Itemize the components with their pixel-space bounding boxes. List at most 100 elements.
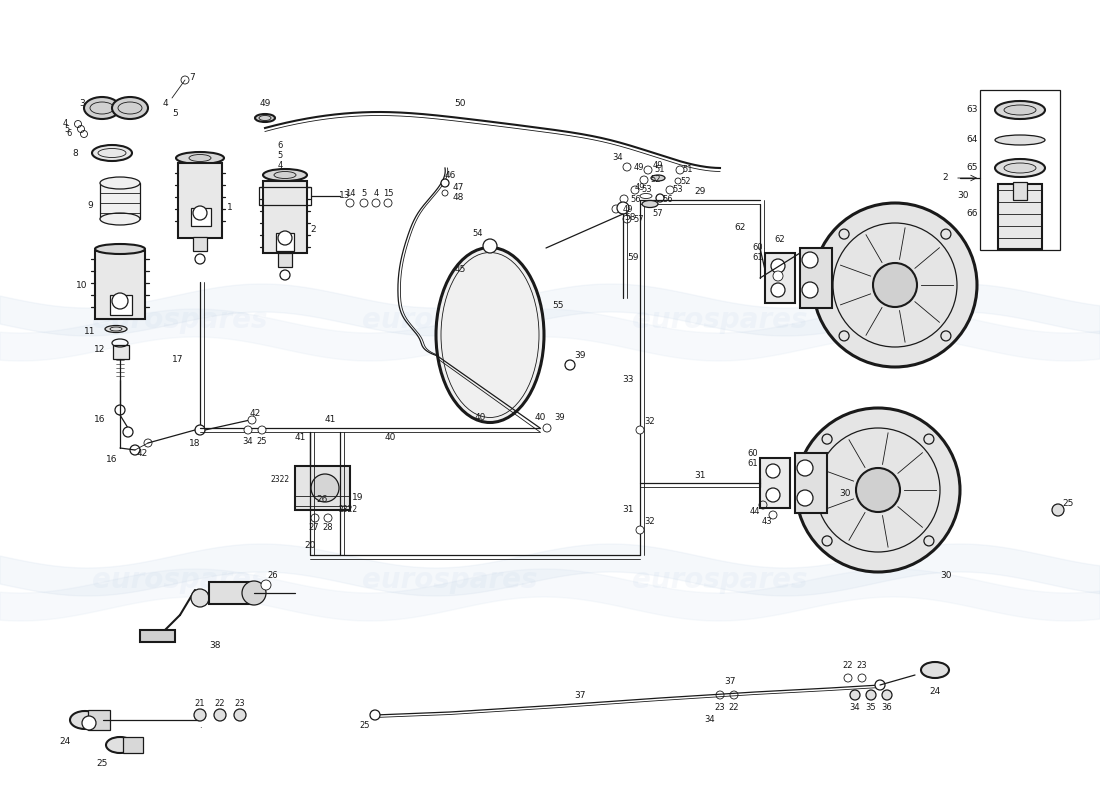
Text: 5: 5 xyxy=(277,150,283,159)
Bar xyxy=(209,582,254,604)
Text: 61: 61 xyxy=(748,458,758,467)
Text: 11: 11 xyxy=(85,326,96,335)
Circle shape xyxy=(623,163,631,171)
Text: 63: 63 xyxy=(966,106,978,114)
Circle shape xyxy=(244,426,252,434)
Text: 29: 29 xyxy=(694,187,706,197)
Text: 4: 4 xyxy=(277,161,283,170)
Bar xyxy=(88,710,110,730)
Ellipse shape xyxy=(1004,163,1036,173)
Text: 40: 40 xyxy=(384,434,396,442)
Circle shape xyxy=(144,439,152,447)
Circle shape xyxy=(248,416,256,424)
Text: 34: 34 xyxy=(849,703,860,713)
Text: 16: 16 xyxy=(95,415,106,425)
Bar xyxy=(800,248,832,308)
Circle shape xyxy=(882,690,892,700)
Text: 23: 23 xyxy=(715,703,725,713)
Ellipse shape xyxy=(104,326,126,333)
Text: 49: 49 xyxy=(634,162,645,171)
Ellipse shape xyxy=(996,101,1045,119)
Text: 21: 21 xyxy=(195,698,206,707)
Circle shape xyxy=(280,270,290,280)
Text: 31: 31 xyxy=(623,506,634,514)
Text: 2: 2 xyxy=(310,226,316,234)
Ellipse shape xyxy=(70,711,100,729)
Ellipse shape xyxy=(90,102,114,114)
Text: 42: 42 xyxy=(136,449,147,458)
Text: 34: 34 xyxy=(705,715,715,725)
Circle shape xyxy=(324,514,332,522)
Text: 31: 31 xyxy=(694,470,706,479)
Text: 22: 22 xyxy=(843,662,854,670)
Text: 18: 18 xyxy=(189,438,200,447)
Bar xyxy=(295,496,350,506)
Text: 55: 55 xyxy=(552,301,563,310)
Ellipse shape xyxy=(436,247,544,422)
Text: 39: 39 xyxy=(554,414,565,422)
Circle shape xyxy=(565,360,575,370)
Circle shape xyxy=(766,464,780,478)
Text: 2322: 2322 xyxy=(339,506,358,514)
Bar xyxy=(191,208,211,226)
Ellipse shape xyxy=(263,169,307,181)
Text: 17: 17 xyxy=(173,355,184,365)
Text: 49: 49 xyxy=(635,183,646,193)
Text: 3: 3 xyxy=(79,99,85,109)
Text: 57: 57 xyxy=(634,214,645,223)
Circle shape xyxy=(771,283,785,297)
Ellipse shape xyxy=(996,159,1045,177)
Text: 36: 36 xyxy=(881,703,892,713)
Circle shape xyxy=(766,488,780,502)
Text: 26: 26 xyxy=(267,571,278,581)
Circle shape xyxy=(195,425,205,435)
Circle shape xyxy=(311,514,319,522)
Text: 56: 56 xyxy=(630,194,641,203)
Text: eurospares: eurospares xyxy=(632,566,807,594)
Bar xyxy=(795,453,827,513)
Polygon shape xyxy=(140,630,175,642)
Text: 33: 33 xyxy=(623,375,634,385)
Circle shape xyxy=(802,282,818,298)
Text: 4: 4 xyxy=(63,119,67,129)
Circle shape xyxy=(82,716,96,730)
Circle shape xyxy=(123,427,133,437)
Text: 25: 25 xyxy=(360,721,371,730)
Text: 5: 5 xyxy=(172,109,178,118)
Circle shape xyxy=(850,690,860,700)
Text: 42: 42 xyxy=(250,409,261,418)
Ellipse shape xyxy=(112,97,148,119)
Bar xyxy=(1013,182,1027,200)
Ellipse shape xyxy=(92,145,132,161)
Text: .: . xyxy=(199,721,201,730)
Circle shape xyxy=(813,203,977,367)
Circle shape xyxy=(1052,504,1064,516)
Ellipse shape xyxy=(95,244,145,254)
Text: 19: 19 xyxy=(352,494,364,502)
Circle shape xyxy=(278,231,292,245)
Ellipse shape xyxy=(651,175,666,181)
Text: 43: 43 xyxy=(761,517,772,526)
Text: 27: 27 xyxy=(309,523,319,533)
Circle shape xyxy=(816,428,940,552)
Text: 45: 45 xyxy=(454,266,465,274)
Text: 49: 49 xyxy=(652,162,663,170)
Ellipse shape xyxy=(921,662,949,678)
Text: 2: 2 xyxy=(943,174,948,182)
Bar xyxy=(95,251,145,319)
Circle shape xyxy=(258,426,266,434)
Text: 14: 14 xyxy=(344,189,355,198)
Bar xyxy=(295,466,350,510)
Text: 61: 61 xyxy=(752,254,763,262)
Text: 34: 34 xyxy=(243,438,253,446)
Text: 34: 34 xyxy=(613,153,624,162)
Text: eurospares: eurospares xyxy=(92,306,267,334)
Circle shape xyxy=(370,710,379,720)
Bar xyxy=(278,253,292,267)
Text: 53: 53 xyxy=(673,186,683,194)
Text: eurospares: eurospares xyxy=(92,566,267,594)
Text: 32: 32 xyxy=(645,518,656,526)
Circle shape xyxy=(636,426,644,434)
Circle shape xyxy=(195,254,205,264)
Text: 30: 30 xyxy=(957,190,969,199)
